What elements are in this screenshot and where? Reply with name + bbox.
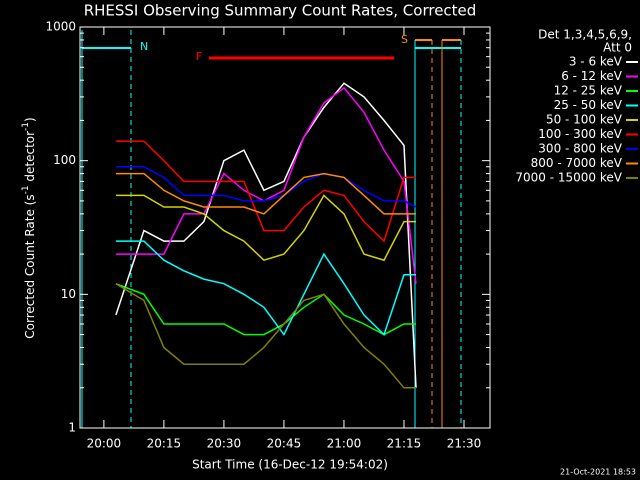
y-label-part: -1 <box>21 185 31 194</box>
legend-label: 25 - 50 keV <box>554 98 623 112</box>
x-tick-label: 21:30 <box>447 437 482 451</box>
x-tick-label: 21:00 <box>327 437 362 451</box>
series-line <box>115 240 416 337</box>
series-line <box>115 194 416 262</box>
y-label-part: ) <box>23 117 37 122</box>
legend-header: Det 1,3,4,5,6,9, <box>538 28 632 42</box>
annotation: F <box>196 50 202 63</box>
y-tick-label: 100 <box>53 153 76 167</box>
x-tick-label: 20:15 <box>147 437 182 451</box>
chart-title: RHESSI Observing Summary Count Rates, Co… <box>84 2 477 20</box>
legend-label: 300 - 800 keV <box>538 142 622 156</box>
series-line <box>115 282 416 336</box>
legend-label: 100 - 300 keV <box>538 127 622 141</box>
series-line <box>115 166 417 208</box>
x-tick-label: 20:00 <box>87 437 122 451</box>
legend-label: 6 - 12 keV <box>561 69 623 83</box>
x-axis-label: Start Time (16-Dec-12 19:54:02) <box>192 458 388 472</box>
y-tick-label: 10 <box>61 287 76 301</box>
series-line <box>115 172 416 215</box>
legend-label: 50 - 100 keV <box>546 113 623 127</box>
footer: 21-Oct-2021 18:53 <box>560 468 636 477</box>
y-axis-label: Corrected Count Rate (s-1 detector-1) <box>21 117 37 338</box>
y-label-part: -1 <box>21 122 31 131</box>
x-tick-label: 20:45 <box>267 437 302 451</box>
annotation: N <box>140 40 148 53</box>
legend-label: 7000 - 15000 keV <box>515 171 622 185</box>
x-tick-label: 20:30 <box>207 437 242 451</box>
plot-frame <box>79 26 491 429</box>
legend-label: 800 - 7000 keV <box>531 156 623 170</box>
y-tick-label: 1000 <box>45 20 76 34</box>
series-line <box>115 283 416 389</box>
y-tick-label: 1 <box>68 421 76 435</box>
series-line <box>115 140 416 243</box>
annotation: S <box>401 33 408 46</box>
legend-header: Att 0 <box>603 41 632 55</box>
legend-label: 3 - 6 keV <box>569 55 623 69</box>
x-tick-label: 21:15 <box>387 437 422 451</box>
y-label-part: detector <box>23 131 37 186</box>
series-line <box>115 86 417 284</box>
series-line <box>115 82 417 388</box>
y-label-part: Corrected Count Rate (s <box>23 194 37 338</box>
legend-label: 12 - 25 keV <box>554 84 623 98</box>
